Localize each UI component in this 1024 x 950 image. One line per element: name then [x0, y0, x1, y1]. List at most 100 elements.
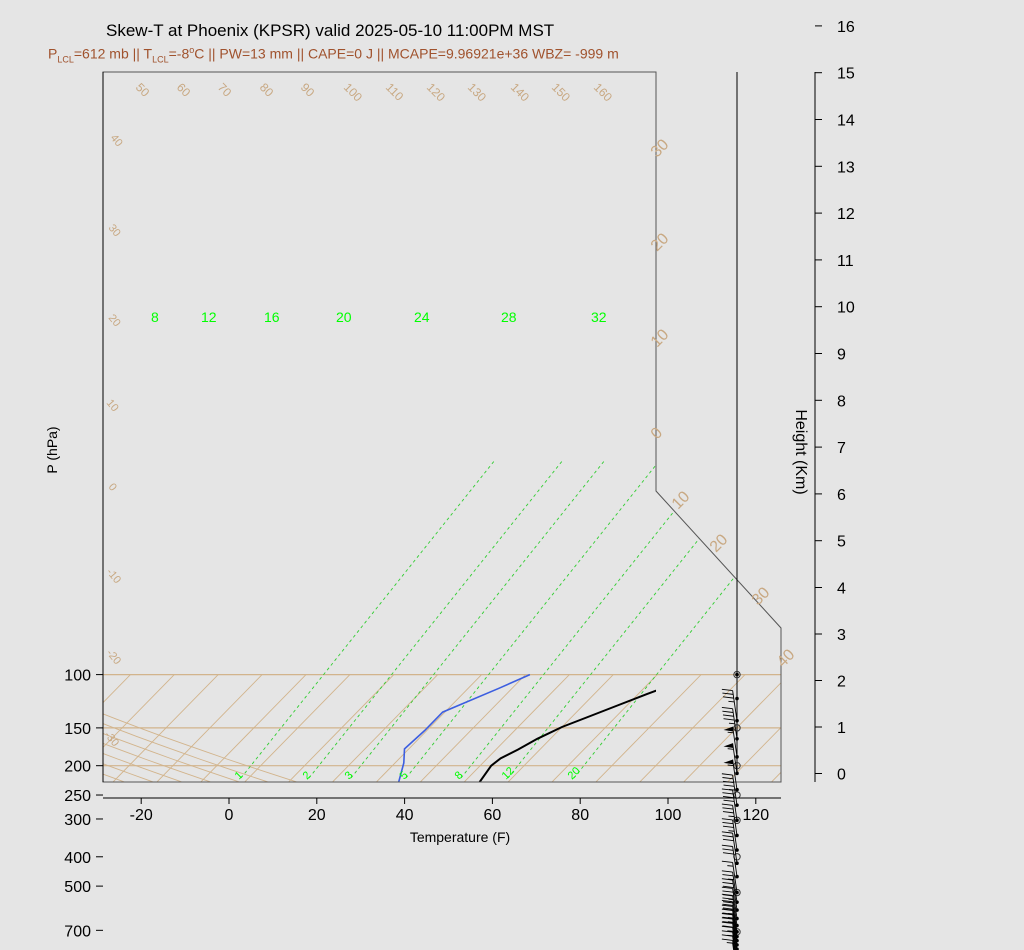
wind-barb-full	[721, 878, 733, 881]
theta-label: 50	[133, 80, 153, 100]
wind-barb-shaft	[732, 726, 738, 757]
theta-label: 120	[424, 80, 448, 104]
subtitle-plcl-sub: LCL	[57, 54, 74, 65]
mixing-ratio-label: 8	[453, 769, 466, 782]
subtitle-tlcl-sub: LCL	[152, 54, 169, 65]
isotherm-line	[837, 675, 1024, 950]
subtitle-plcl-value: =612 mb ||	[73, 45, 144, 62]
wind-barb-half	[728, 898, 735, 901]
wind-barb-flag	[723, 726, 734, 732]
dry-adiabat-line	[103, 674, 781, 782]
height-tick-label: 6	[837, 487, 846, 504]
height-tick-label: 16	[837, 19, 855, 36]
wind-level-ring	[733, 888, 741, 897]
pressure-tick-label: 150	[64, 721, 91, 738]
wind-barb-half	[727, 921, 734, 923]
wind-barb-shaft	[732, 914, 738, 945]
dry-adiabat-line	[103, 674, 741, 782]
wind-barb-full	[722, 908, 734, 911]
dry-adiabat-line	[103, 674, 652, 782]
wind-barb-full	[721, 930, 733, 933]
wind-barb-shaft	[732, 690, 738, 721]
wind-barb	[721, 930, 736, 950]
mixing-ratio-label: 2	[301, 769, 314, 782]
wind-barb-shaft	[732, 805, 738, 836]
wind-barb	[721, 904, 738, 937]
wind-barb-full	[722, 852, 734, 855]
pressure-tick-label: 500	[64, 879, 91, 896]
isotherm-line	[969, 675, 1024, 950]
theta-label: 70	[215, 80, 235, 100]
temperature-tick-label: 20	[308, 807, 326, 824]
pressure-tick-label: 300	[64, 812, 91, 829]
moist-adiabat-line	[256, 784, 574, 950]
wind-barb-half	[727, 912, 734, 915]
height-tick-label: 7	[837, 440, 846, 457]
dry-adiabat-line	[103, 674, 252, 782]
wetbulb-right-label: 0	[648, 424, 666, 442]
isotherm-line	[103, 674, 307, 782]
wind-barb-shaft	[732, 790, 738, 821]
wind-barb-half	[727, 878, 734, 881]
wind-barb	[721, 860, 738, 893]
mixing-ratio-label: 20	[566, 765, 583, 782]
moist-adiabat-line	[0, 784, 398, 950]
isotherm-line	[310, 674, 614, 782]
isotherm-label: -20	[104, 647, 123, 667]
subtitle-tlcl-value: =-8	[168, 45, 190, 62]
theta-label: 80	[257, 80, 277, 100]
subtitle-degree: o	[189, 45, 195, 55]
wind-barb-half	[728, 815, 735, 818]
isotherm-line	[266, 674, 570, 782]
wind-barb-full	[723, 784, 735, 787]
wetbulb-right-label: 30	[648, 136, 673, 161]
dry-adiabat-line	[103, 674, 341, 782]
height-tick-label: 12	[837, 206, 855, 223]
wind-barb-full	[721, 844, 733, 847]
temperature-tick-label: 80	[571, 807, 589, 824]
wind-barb-shaft	[732, 923, 737, 950]
height-tick-label: 3	[837, 627, 846, 644]
chart-subtitle: PLCL=612 mb || TLCL=-8oC || PW=13 mm || …	[48, 45, 619, 64]
wind-barb-shaft	[732, 927, 737, 950]
pressure-tick-label: 400	[64, 850, 91, 867]
wind-barb-shaft	[732, 936, 736, 950]
temperature-tick-label: 40	[396, 807, 414, 824]
mixing-ratio-line	[240, 459, 496, 779]
wind-barb-full	[721, 818, 733, 821]
isotherm-line	[134, 674, 439, 782]
wind-barb-shaft	[732, 833, 738, 864]
wetbulb-label: 28	[501, 309, 517, 325]
wind-barb-shaft	[732, 743, 738, 774]
wind-barb-full	[721, 917, 733, 920]
pressure-tick-label: 100	[64, 668, 91, 685]
wind-barb	[721, 803, 738, 836]
wind-barb-half	[727, 934, 734, 937]
mixing-ratio-line	[308, 459, 564, 779]
mixing-ratio-line	[573, 459, 781, 779]
wind-barb	[721, 886, 738, 919]
wetbulb-right-label: 40	[774, 646, 799, 671]
wind-barb-full	[722, 894, 734, 897]
wind-barb-full	[721, 831, 733, 834]
wind-level-dot	[735, 672, 739, 677]
dry-adiabat-line	[103, 674, 781, 782]
isotherm-line	[485, 674, 781, 782]
wetbulb-right-label: 10	[648, 326, 673, 351]
wind-barb	[723, 726, 738, 757]
wind-barb-shaft	[732, 932, 736, 950]
theta-label: 140	[508, 80, 532, 104]
chart-title: Skew-T at Phoenix (KPSR) valid 2025-05-1…	[106, 21, 555, 40]
wind-barb-full	[722, 835, 734, 838]
wind-barb-full	[722, 780, 734, 784]
wind-level-ring	[733, 670, 741, 679]
wind-barb-full	[722, 874, 734, 877]
wind-barb-shaft	[732, 846, 738, 877]
wind-barb-full	[721, 925, 733, 929]
mixing-ratio-line	[460, 459, 716, 779]
dry-adiabat-line	[103, 674, 781, 782]
wind-barb	[721, 831, 738, 864]
temperature-tick-label: 120	[742, 807, 769, 824]
mixing-ratio-label: 3	[343, 769, 356, 782]
wind-barb-half	[727, 930, 734, 932]
